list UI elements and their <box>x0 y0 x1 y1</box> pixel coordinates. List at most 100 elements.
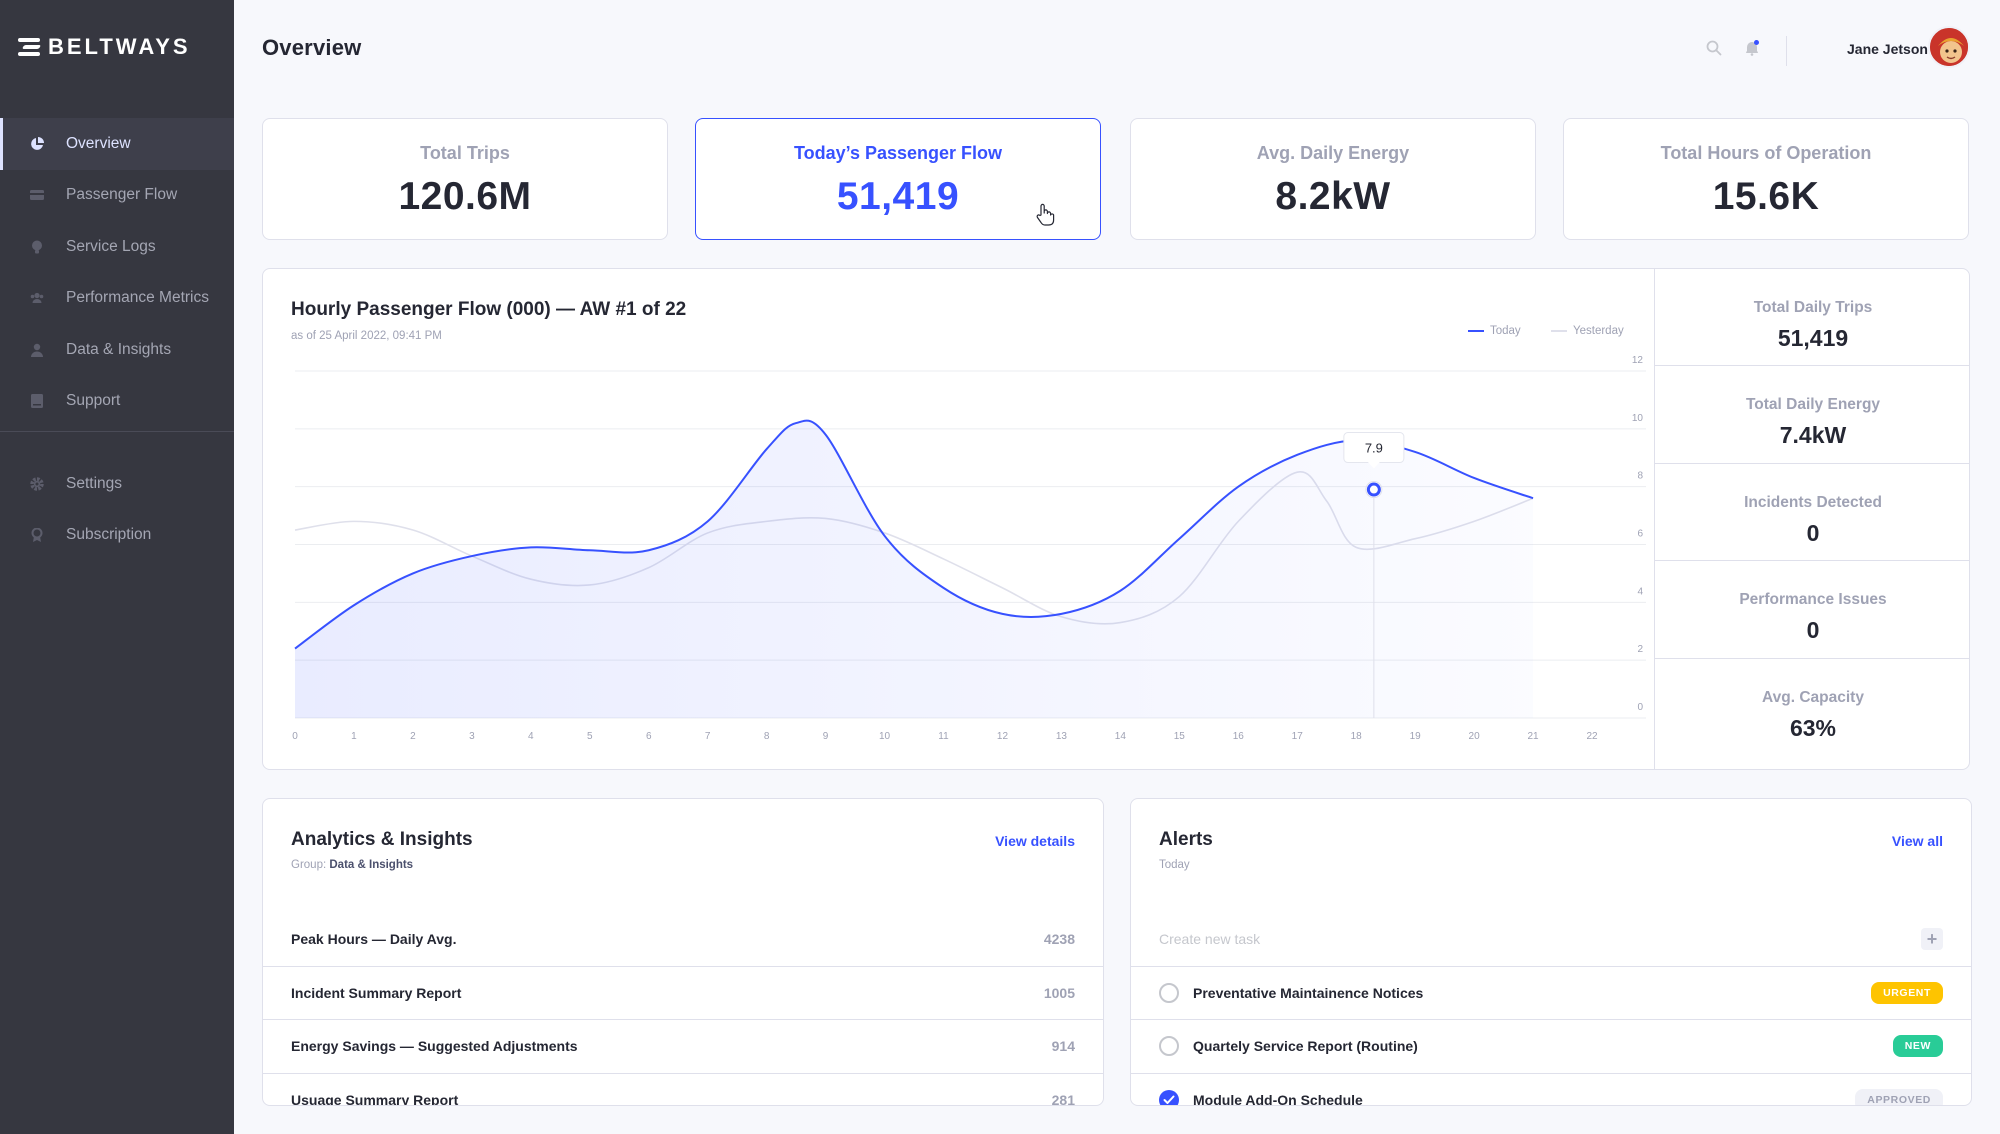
view-details-link[interactable]: View details <box>995 833 1075 849</box>
plus-icon: + <box>1926 929 1938 950</box>
list-item[interactable]: Incident Summary Report 1005 <box>263 967 1103 1020</box>
sidebar-item-label: Service Logs <box>66 237 156 255</box>
kpi-value: 120.6M <box>398 175 532 218</box>
kpi-label: Avg. Daily Energy <box>1256 143 1410 163</box>
users-icon <box>30 291 44 305</box>
tooltip-value: 7.9 <box>1365 441 1383 456</box>
stat-performance-issues: Performance Issues 0 <box>1655 561 1969 659</box>
alert-checkbox[interactable] <box>1159 982 1179 1003</box>
y-tick-label: 8 <box>1637 471 1643 482</box>
panel-title: Analytics & Insights <box>291 829 473 850</box>
x-tick-label: 8 <box>764 731 770 742</box>
chart-title: Hourly Passenger Flow (000) — AW #1 of 2… <box>291 299 687 320</box>
sidebar-item-label: Data & Insights <box>66 340 172 358</box>
checkmark-icon <box>1163 1095 1175 1105</box>
stat-value: 0 <box>1806 519 1820 546</box>
user-name[interactable]: Jane Jetson <box>1847 41 1928 57</box>
add-task-button[interactable]: + <box>1921 928 1943 951</box>
legend-item-yesterday[interactable]: Yesterday <box>1551 325 1624 337</box>
list-item-value: 914 <box>1051 1038 1075 1055</box>
x-tick-label: 11 <box>938 731 949 742</box>
group-prefix: Group: <box>291 859 327 871</box>
x-tick-label: 10 <box>879 731 891 742</box>
stat-label: Performance Issues <box>1739 591 1887 609</box>
kpi-card-total-hours[interactable]: Total Hours of Operation 15.6K <box>1563 118 1969 240</box>
sidebar-item-overview[interactable]: Overview <box>0 118 234 170</box>
list-item[interactable]: Energy Savings — Suggested Adjustments 9… <box>263 1020 1103 1074</box>
panel-subtitle: Today <box>1159 859 1190 871</box>
avatar[interactable] <box>1928 26 1970 68</box>
sidebar: BELTWAYS Overview Passenger Flow Service… <box>0 0 234 1134</box>
sidebar-item-label: Performance Metrics <box>66 289 209 307</box>
view-all-link[interactable]: View all <box>1891 833 1943 849</box>
stat-total-daily-energy: Total Daily Energy 7.4kW <box>1655 366 1969 464</box>
new-task-row: Create new task + <box>1131 913 1971 967</box>
y-tick-label: 12 <box>1632 355 1644 366</box>
x-tick-label: 6 <box>646 731 652 742</box>
sidebar-item-performance-metrics[interactable]: Performance Metrics <box>0 273 234 325</box>
stat-incidents-detected: Incidents Detected 0 <box>1655 464 1969 562</box>
series-area-today <box>295 420 1534 718</box>
list-item[interactable]: Usuage Summary Report 281 <box>263 1074 1103 1105</box>
panel-title: Alerts <box>1159 829 1213 850</box>
y-tick-label: 2 <box>1637 644 1643 655</box>
alert-item: Preventative Maintainence Notices URGENT <box>1131 967 1971 1020</box>
x-tick-label: 1 <box>351 731 357 742</box>
kpi-card-passenger-flow[interactable]: Today’s Passenger Flow 51,419 <box>695 118 1101 240</box>
bell-icon[interactable] <box>1744 40 1760 61</box>
sidebar-item-service-logs[interactable]: Service Logs <box>0 221 234 273</box>
alerts-panel: Alerts View all Today Create new task + … <box>1130 798 1972 1106</box>
list-item-label: Peak Hours — Daily Avg. <box>291 931 457 948</box>
alert-checkbox[interactable] <box>1159 1036 1179 1057</box>
sidebar-item-data-insights[interactable]: Data & Insights <box>0 324 234 376</box>
sidebar-item-passenger-flow[interactable]: Passenger Flow <box>0 170 234 222</box>
y-tick-label: 0 <box>1637 702 1643 713</box>
x-tick-label: 19 <box>1410 731 1422 742</box>
stat-value: 63% <box>1789 714 1837 741</box>
hourly-passenger-flow-panel: 0 2 4 6 8 10 12 0 1 2 3 4 5 6 7 8 9 10 11 12 13 14 15 16 17 18 19… <box>262 268 1970 770</box>
lightbulb-icon <box>30 240 44 254</box>
kpi-label: Total Trips <box>420 143 510 163</box>
kpi-card-avg-daily-energy[interactable]: Avg. Daily Energy 8.2kW <box>1130 118 1536 240</box>
alert-checkbox[interactable] <box>1159 1090 1179 1105</box>
kpi-card-total-trips[interactable]: Total Trips 120.6M <box>262 118 668 240</box>
stat-label: Incidents Detected <box>1744 493 1882 511</box>
highlight-point <box>1366 482 1381 497</box>
pie-chart-icon <box>30 136 44 151</box>
sidebar-item-subscription[interactable]: Subscription <box>0 510 234 562</box>
sidebar-item-label: Settings <box>66 474 123 492</box>
sidebar-item-settings[interactable]: Settings <box>0 458 234 510</box>
create-task-input[interactable]: Create new task <box>1159 931 1261 948</box>
stat-label: Total Daily Trips <box>1753 299 1873 316</box>
y-tick-label: 6 <box>1637 529 1643 540</box>
header-divider <box>1786 36 1787 66</box>
beltways-logo-icon <box>18 37 42 57</box>
panel-group: Group: Data & Insights <box>291 859 413 871</box>
list-item-value: 4238 <box>1043 931 1075 948</box>
stat-label: Avg. Capacity <box>1762 688 1864 706</box>
sidebar-item-support[interactable]: Support <box>0 376 234 428</box>
alert-item: Module Add-On Schedule APPROVED <box>1131 1074 1971 1105</box>
sidebar-item-label: Passenger Flow <box>66 186 178 204</box>
sidebar-item-label: Overview <box>66 134 131 152</box>
kpi-value: 8.2kW <box>1275 175 1391 218</box>
analytics-insights-panel: Analytics & Insights View details Group:… <box>262 798 1104 1106</box>
kpi-value: 51,419 <box>836 175 960 218</box>
book-icon <box>30 394 44 409</box>
search-icon[interactable] <box>1706 40 1722 61</box>
stat-total-daily-trips: Total Daily Trips 51,419 <box>1655 269 1969 367</box>
legend-label: Yesterday <box>1573 325 1624 337</box>
y-tick-label: 4 <box>1637 586 1643 597</box>
x-tick-label: 21 <box>1527 731 1539 742</box>
list-item[interactable]: Peak Hours — Daily Avg. 4238 <box>263 913 1103 967</box>
gear-icon <box>30 477 44 491</box>
legend-item-today[interactable]: Today <box>1468 325 1521 337</box>
brand-logo[interactable]: BELTWAYS <box>18 34 191 60</box>
award-icon <box>30 527 44 543</box>
daily-stats-column: Total Daily Trips 51,419 Total Daily Ene… <box>1654 269 1969 769</box>
x-tick-label: 12 <box>997 731 1009 742</box>
x-tick-label: 13 <box>1056 731 1068 742</box>
x-tick-label: 17 <box>1292 731 1304 742</box>
x-tick-label: 2 <box>410 731 416 742</box>
stat-value: 51,419 <box>1777 325 1849 351</box>
